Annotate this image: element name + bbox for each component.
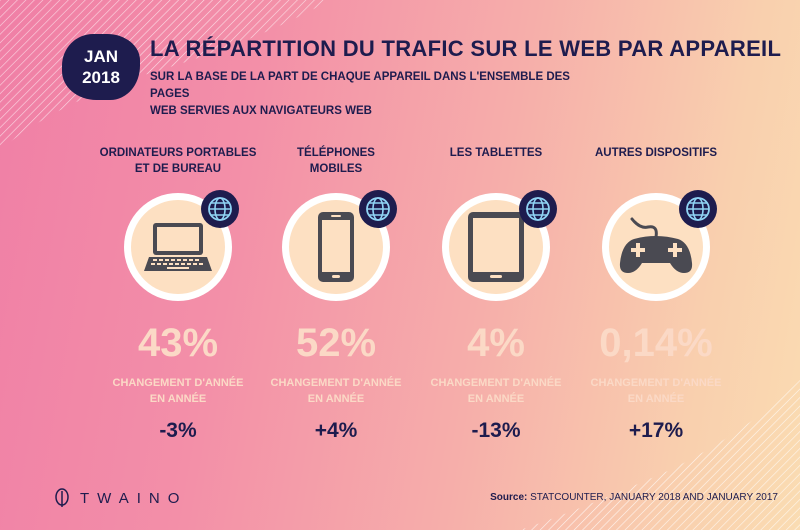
device-icon-circle	[442, 190, 557, 301]
page-title: LA RÉPARTITION DU TRAFIC SUR LE WEB PAR …	[150, 36, 782, 61]
globe-icon	[359, 190, 397, 228]
device-column-tablet: LES TABLETTES 4% CHANGEMENT D'ANNÉE EN	[416, 145, 576, 443]
source-label: Source:	[490, 492, 528, 503]
source-citation: Source: STATCOUNTER, JANUARY 2018 AND JA…	[490, 492, 778, 503]
badge-month: JAN	[83, 47, 118, 66]
traffic-share: 4%	[467, 321, 525, 365]
traffic-share: 43%	[137, 321, 219, 365]
globe-icon	[519, 190, 557, 228]
change-value: -3%	[159, 419, 197, 442]
laptop-icon	[144, 223, 212, 271]
page-subtitle: SUR LA BASE DE LA PART DE CHAQUE APPAREI…	[150, 69, 610, 120]
subtitle-line-2: WEB SERVIES AUX NAVIGATEURS WEB	[150, 105, 372, 117]
device-label: AUTRES DISPOSITIFS	[594, 147, 718, 159]
device-label: TÉLÉPHONES MOBILES	[297, 147, 375, 175]
change-value: +4%	[314, 419, 358, 442]
globe-icon	[679, 190, 717, 228]
badge-year: 2018	[82, 68, 120, 87]
logo-text: TWAINO	[80, 489, 188, 507]
device-icon-circle	[602, 190, 717, 301]
device-label: LES TABLETTES	[449, 147, 543, 159]
traffic-share: 0,14%	[599, 321, 713, 365]
change-value: -13%	[471, 419, 521, 442]
change-label: CHANGEMENT D'ANNÉE EN ANNÉE	[430, 377, 562, 405]
traffic-share: 52%	[295, 321, 377, 365]
device-column-mobile: TÉLÉPHONES MOBILES 52% CHAN	[256, 145, 416, 443]
change-label: CHANGEMENT D'ANNÉE EN ANNÉE	[590, 377, 722, 405]
gamepad-icon	[619, 217, 693, 273]
leaf-icon	[55, 488, 69, 507]
globe-icon	[201, 190, 239, 228]
stripe-pattern-bottom-right	[520, 380, 800, 530]
device-column-other: AUTRES DISPOSITIFS	[576, 145, 736, 443]
device-icon-circle	[282, 190, 397, 301]
change-value: +17%	[628, 419, 684, 442]
device-column-desktop: ORDINATEURS PORTABLES ET DE BUREAU	[98, 145, 258, 443]
device-icon-circle	[124, 190, 239, 301]
source-text: STATCOUNTER, JANUARY 2018 AND JANUARY 20…	[527, 492, 778, 503]
change-label: CHANGEMENT D'ANNÉE EN ANNÉE	[112, 377, 244, 405]
phone-icon	[318, 212, 354, 282]
twaino-logo: TWAINO	[54, 488, 187, 508]
device-label: ORDINATEURS PORTABLES ET DE BUREAU	[99, 147, 257, 175]
tablet-icon	[468, 212, 524, 282]
subtitle-line-1: SUR LA BASE DE LA PART DE CHAQUE APPAREI…	[150, 71, 570, 100]
change-label: CHANGEMENT D'ANNÉE EN ANNÉE	[270, 377, 402, 405]
date-badge: JAN 2018	[62, 34, 140, 100]
stripe-pattern-top-left	[0, 0, 330, 150]
